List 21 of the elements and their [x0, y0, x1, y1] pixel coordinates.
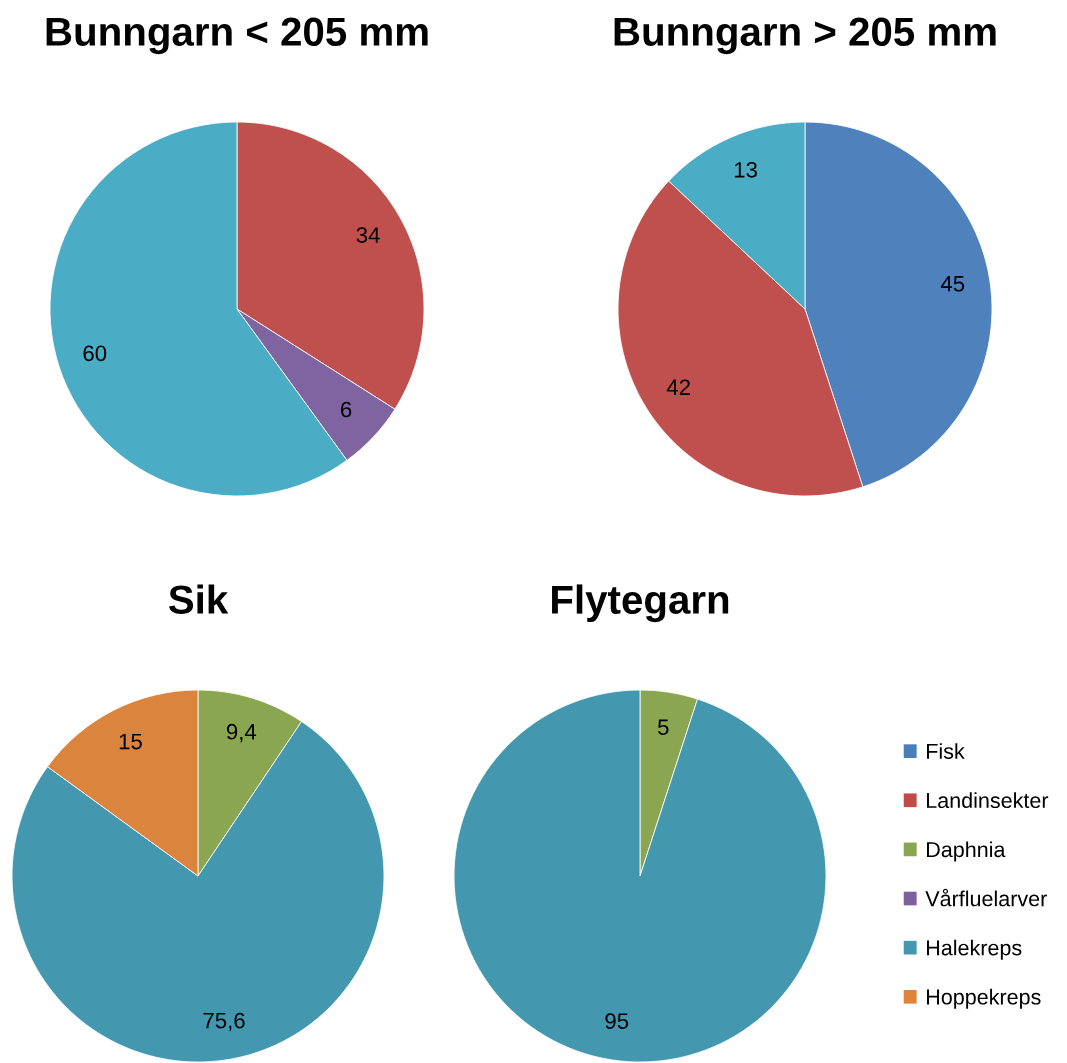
chart-title: Sik — [168, 584, 229, 615]
chart-title: Flytegarn — [552, 584, 729, 623]
data-label: 15 — [119, 733, 142, 750]
data-label: 13 — [734, 161, 757, 178]
chart-title: Bunngarn < 205 mm — [46, 17, 428, 55]
data-label: 75,6 — [203, 1012, 245, 1032]
legend-label: Daphnia — [927, 841, 1006, 862]
legend-label: Landinsekter — [927, 792, 1049, 809]
data-label: 95 — [605, 1013, 629, 1029]
data-label: 5 — [657, 719, 669, 735]
legend-label: Vårfluelarver — [925, 888, 1047, 907]
data-label: 45 — [940, 276, 965, 292]
legend-label: Halekreps — [927, 939, 1022, 960]
data-label: 9,4 — [226, 723, 257, 743]
legend-label: Fisk — [927, 743, 965, 759]
data-label: 34 — [356, 227, 380, 243]
data-label: 42 — [666, 379, 690, 395]
data-label: 6 — [341, 401, 352, 418]
legend-label: Hoppekreps — [927, 988, 1041, 1009]
chart-title: Bunngarn > 205 mm — [614, 17, 996, 55]
data-label: 60 — [83, 345, 107, 362]
